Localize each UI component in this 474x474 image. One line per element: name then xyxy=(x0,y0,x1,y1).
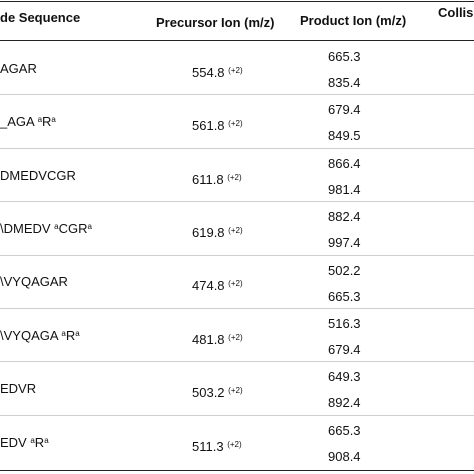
product-ion-value: 665.3 xyxy=(328,422,361,438)
product-ion-value: 679.4 xyxy=(328,102,361,118)
product-ion-value: 502.2 xyxy=(328,262,361,278)
row-separator xyxy=(0,94,474,96)
peptide-sequence: \DMEDV aCGRa xyxy=(0,220,92,236)
row-separator xyxy=(0,361,474,363)
product-ion-value: 849.5 xyxy=(328,128,361,144)
precursor-ion-value: 561.8 (+2) xyxy=(192,118,243,134)
precursor-ion-value: 474.8 (+2) xyxy=(192,278,243,294)
product-ion-value: 665.3 xyxy=(328,288,361,304)
precursor-ion-value: 481.8 (+2) xyxy=(192,331,243,347)
precursor-ion-value: 503.2 (+2) xyxy=(192,385,243,401)
product-ion-value: 892.4 xyxy=(328,395,361,411)
row-separator xyxy=(0,201,474,203)
product-ion-value: 981.4 xyxy=(328,181,361,197)
bottom-rule xyxy=(0,470,474,471)
peptide-sequence: AGAR xyxy=(0,60,37,76)
precursor-ion-value: 554.8 (+2) xyxy=(192,64,243,80)
peptide-sequence: \VYQAGA aRa xyxy=(0,327,80,343)
product-ion-value: 908.4 xyxy=(328,448,361,464)
header-sequence: de Sequence xyxy=(0,10,81,25)
product-ion-value: 516.3 xyxy=(328,316,361,331)
product-ion-value: 649.3 xyxy=(328,369,361,385)
peptide-sequence: EDV aRa xyxy=(0,434,49,450)
peptide-sequence: _AGA aRa xyxy=(0,114,56,130)
peptide-sequence: \VYQAGAR xyxy=(0,274,68,290)
top-rule xyxy=(0,1,474,2)
header-collision: Collisi xyxy=(438,5,474,20)
row-separator xyxy=(0,254,474,256)
product-ion-value: 665.3 xyxy=(328,49,361,64)
row-separator xyxy=(0,147,474,149)
peptide-sequence: EDVR xyxy=(0,381,37,397)
precursor-ion-value: 619.8 (+2) xyxy=(192,224,243,240)
row-separator xyxy=(0,308,474,309)
product-ion-value: 882.4 xyxy=(328,209,361,225)
product-ion-value: 866.4 xyxy=(328,155,361,171)
product-ion-value: 679.4 xyxy=(328,342,361,357)
row-separator xyxy=(0,414,474,416)
precursor-ion-value: 511.3 (+2) xyxy=(192,438,242,454)
peptide-sequence: DMEDVCGR xyxy=(0,167,76,183)
product-ion-value: 835.4 xyxy=(328,75,361,90)
product-ion-value: 997.4 xyxy=(328,235,361,251)
header-rule xyxy=(0,40,474,41)
header-product-ion: Product Ion (m/z) xyxy=(300,13,407,28)
header-precursor-ion: Precursor Ion (m/z) xyxy=(156,15,275,30)
precursor-ion-value: 611.8 (+2) xyxy=(192,171,242,187)
